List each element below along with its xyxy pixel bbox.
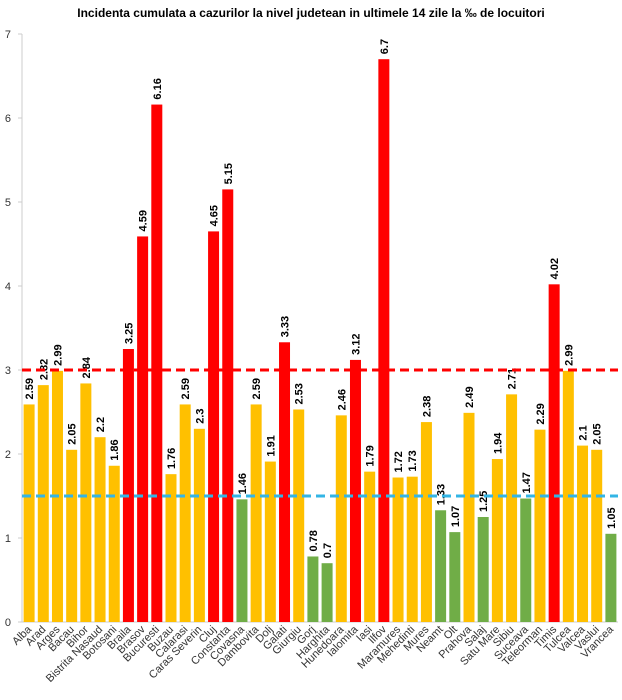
value-label: 2.05 (67, 423, 79, 444)
bar (37, 385, 49, 622)
value-label: 1.94 (492, 432, 504, 454)
value-label: 1.73 (407, 450, 419, 471)
value-label: 1.91 (265, 435, 277, 456)
y-tick-label: 7 (5, 29, 11, 41)
value-label: 2.46 (336, 389, 348, 410)
value-label: 1.25 (478, 491, 490, 512)
bar (179, 404, 191, 622)
bar (193, 428, 205, 622)
value-label: 2.59 (251, 378, 263, 399)
value-label: 1.47 (521, 472, 533, 493)
value-label: 0.78 (308, 530, 320, 551)
value-label: 4.59 (138, 210, 150, 231)
bar (250, 404, 262, 622)
bar (236, 499, 248, 622)
bar (165, 474, 177, 622)
bar (548, 284, 560, 622)
value-label: 1.05 (606, 507, 618, 528)
bar (392, 477, 404, 622)
value-label: 6.16 (152, 78, 164, 99)
value-label: 4.02 (549, 258, 561, 279)
value-label: 2.05 (592, 423, 604, 444)
bar (406, 476, 418, 622)
value-label: 2.99 (563, 344, 575, 365)
bar (80, 383, 92, 622)
bar (591, 449, 603, 622)
value-label: 2.59 (24, 378, 36, 399)
bar (321, 563, 333, 622)
bar (279, 342, 291, 622)
y-tick-label: 2 (5, 449, 11, 461)
bar (477, 517, 489, 622)
value-label: 2.1 (578, 425, 590, 440)
value-label: 3.33 (280, 316, 292, 337)
value-label: 2.49 (464, 386, 476, 407)
bar (364, 471, 376, 622)
y-tick-label: 3 (5, 365, 11, 377)
value-label: 2.3 (194, 409, 206, 424)
value-label: 1.76 (166, 448, 178, 469)
y-tick-label: 1 (5, 533, 11, 545)
value-label: 2.53 (294, 383, 306, 404)
y-tick-label: 4 (5, 281, 11, 293)
value-label: 1.72 (393, 451, 405, 472)
bar (307, 556, 319, 622)
value-label: 4.65 (209, 205, 221, 226)
bar (534, 429, 546, 622)
value-label: 3.12 (350, 333, 362, 354)
value-label: 1.33 (436, 484, 448, 505)
value-label: 3.25 (123, 323, 135, 344)
bar (151, 104, 163, 622)
value-label: 1.46 (237, 473, 249, 494)
value-label: 1.07 (450, 506, 462, 527)
value-label: 2.38 (421, 396, 433, 417)
bar (208, 231, 220, 622)
bar (605, 533, 617, 622)
value-label: 1.86 (109, 439, 121, 460)
bar (335, 415, 347, 622)
bar (378, 59, 390, 622)
bar (137, 236, 149, 622)
bar (463, 412, 475, 622)
y-tick-label: 6 (5, 113, 11, 125)
bar (108, 465, 120, 622)
bar (577, 445, 589, 622)
value-label: 0.7 (322, 543, 334, 558)
value-label: 2.84 (81, 356, 93, 378)
value-label: 2.99 (52, 344, 64, 365)
value-label: 2.2 (95, 417, 107, 432)
bar (449, 532, 461, 622)
bar (66, 449, 78, 622)
value-label: 1.79 (365, 445, 377, 466)
bar (520, 498, 532, 622)
chart-title: Incidenta cumulata a cazurilor la nivel … (77, 6, 544, 20)
bar (23, 404, 35, 622)
bar (264, 461, 276, 622)
value-label: 5.15 (223, 163, 235, 184)
y-tick-label: 0 (5, 617, 11, 629)
bar (293, 409, 305, 622)
bar (222, 189, 234, 622)
bar (94, 437, 106, 622)
value-label: 2.71 (507, 368, 519, 389)
bar (349, 359, 361, 622)
bar (491, 459, 503, 622)
value-label: 6.7 (379, 39, 391, 54)
bar (506, 394, 518, 622)
value-label: 2.29 (535, 403, 547, 424)
bar (122, 349, 134, 622)
y-tick-label: 5 (5, 197, 11, 209)
bar (435, 510, 447, 622)
value-label: 2.59 (180, 378, 192, 399)
bar (420, 422, 432, 622)
